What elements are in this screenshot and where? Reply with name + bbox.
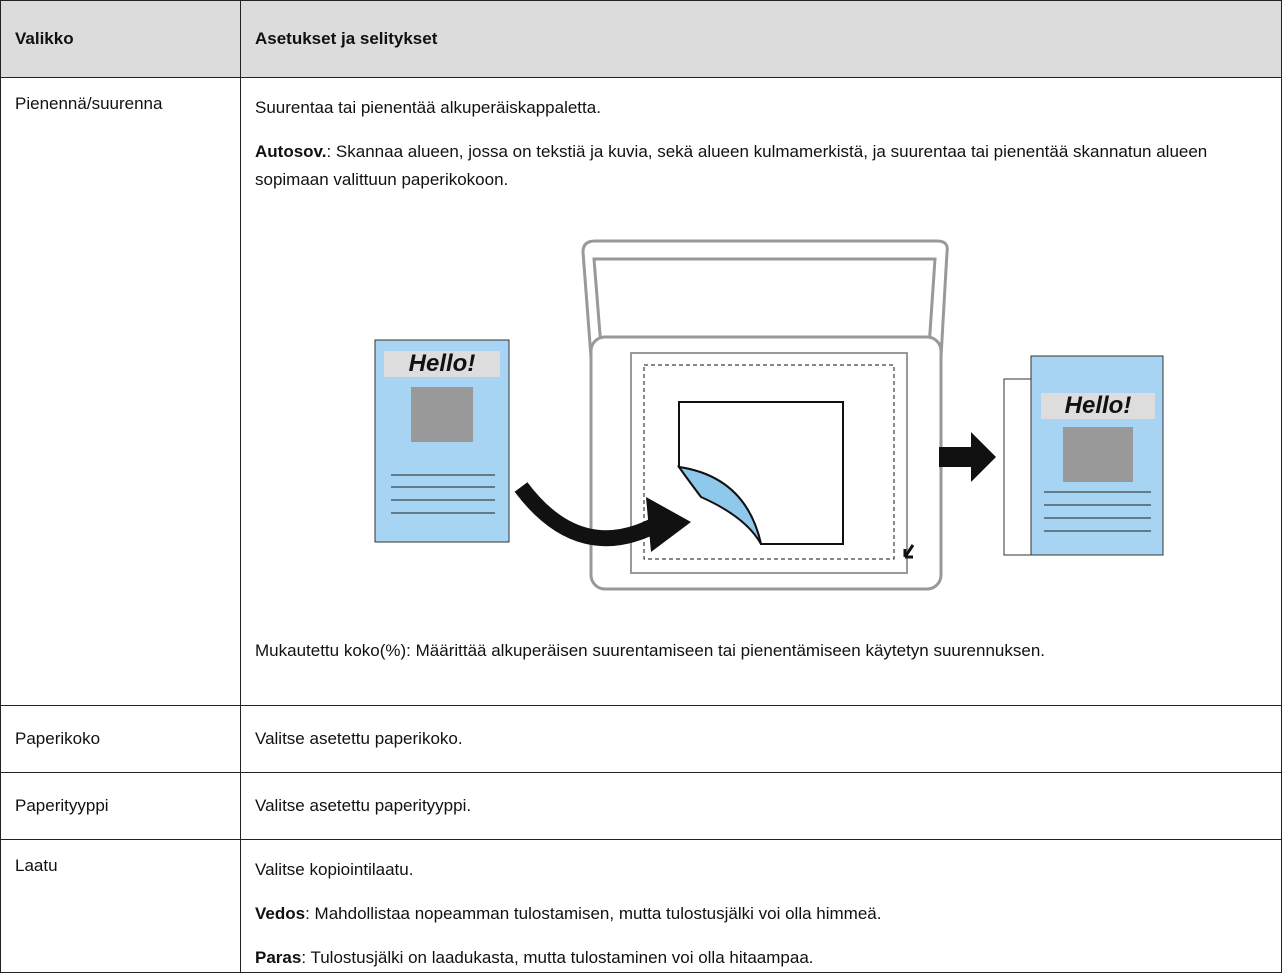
term: Autosov. — [255, 142, 327, 161]
paragraph: Valitse kopiointilaatu. — [255, 860, 414, 879]
desc-cell: Valitse kopiointilaatu. Vedos: Mahdollis… — [240, 839, 1282, 973]
paragraph: Valitse asetettu paperityyppi. — [255, 796, 472, 815]
text: : Tulostusjälki on laadukasta, mutta tul… — [301, 948, 814, 967]
row: Paperityyppi Valitse asetettu paperityyp… — [0, 772, 1282, 840]
paragraph: Vedos: Mahdollistaa nopeamman tulostamis… — [255, 900, 1267, 928]
desc-cell: Valitse asetettu paperityyppi. — [240, 772, 1282, 840]
row: Pienennä/suurenna Suurentaa tai pienentä… — [0, 77, 1282, 706]
menu: Laatu — [15, 856, 58, 875]
desc-cell: Valitse asetettu paperikoko. — [240, 705, 1282, 773]
text: : Mahdollistaa nopeamman tulostamisen, m… — [305, 904, 882, 923]
header-row: Valikko Asetukset ja selitykset — [0, 0, 1282, 78]
header-cell: Asetukset ja selitykset — [240, 0, 1282, 78]
menu-cell: Paperikoko — [0, 705, 241, 773]
row: Paperikoko Valitse asetettu paperikoko. — [0, 705, 1282, 773]
desc-cell: Suurentaa tai pienentää alkuperäiskappal… — [240, 77, 1282, 706]
menu-cell: Pienennä/suurenna — [0, 77, 241, 706]
illustration-label: Hello! — [409, 350, 476, 377]
menu: Pienennä/suurenna — [15, 94, 163, 113]
paragraph: Autosov.: Skannaa alueen, jossa on tekst… — [255, 138, 1267, 194]
text: : Skannaa alueen, jossa on tekstiä ja ku… — [255, 142, 1208, 189]
term: Paras — [255, 948, 302, 967]
term: Vedos — [255, 904, 306, 923]
paragraph: Valitse asetettu paperikoko. — [255, 729, 463, 748]
paragraph: Mukautettu koko(%): Määrittää alkuperäis… — [255, 641, 1045, 660]
menu-cell: Laatu — [0, 839, 241, 973]
paragraph: Paras: Tulostusjälki on laadukasta, mutt… — [255, 944, 1267, 972]
illustration: Hello! Hello! — [374, 239, 1164, 591]
menu-cell: Paperityyppi — [0, 772, 241, 840]
illustration-label: Hello! — [1065, 392, 1132, 419]
row: Laatu Valitse kopiointilaatu. Vedos: Mah… — [0, 839, 1282, 973]
paragraph: Suurentaa tai pienentää alkuperäiskappal… — [255, 98, 601, 117]
header-cell: Valikko — [0, 0, 241, 78]
